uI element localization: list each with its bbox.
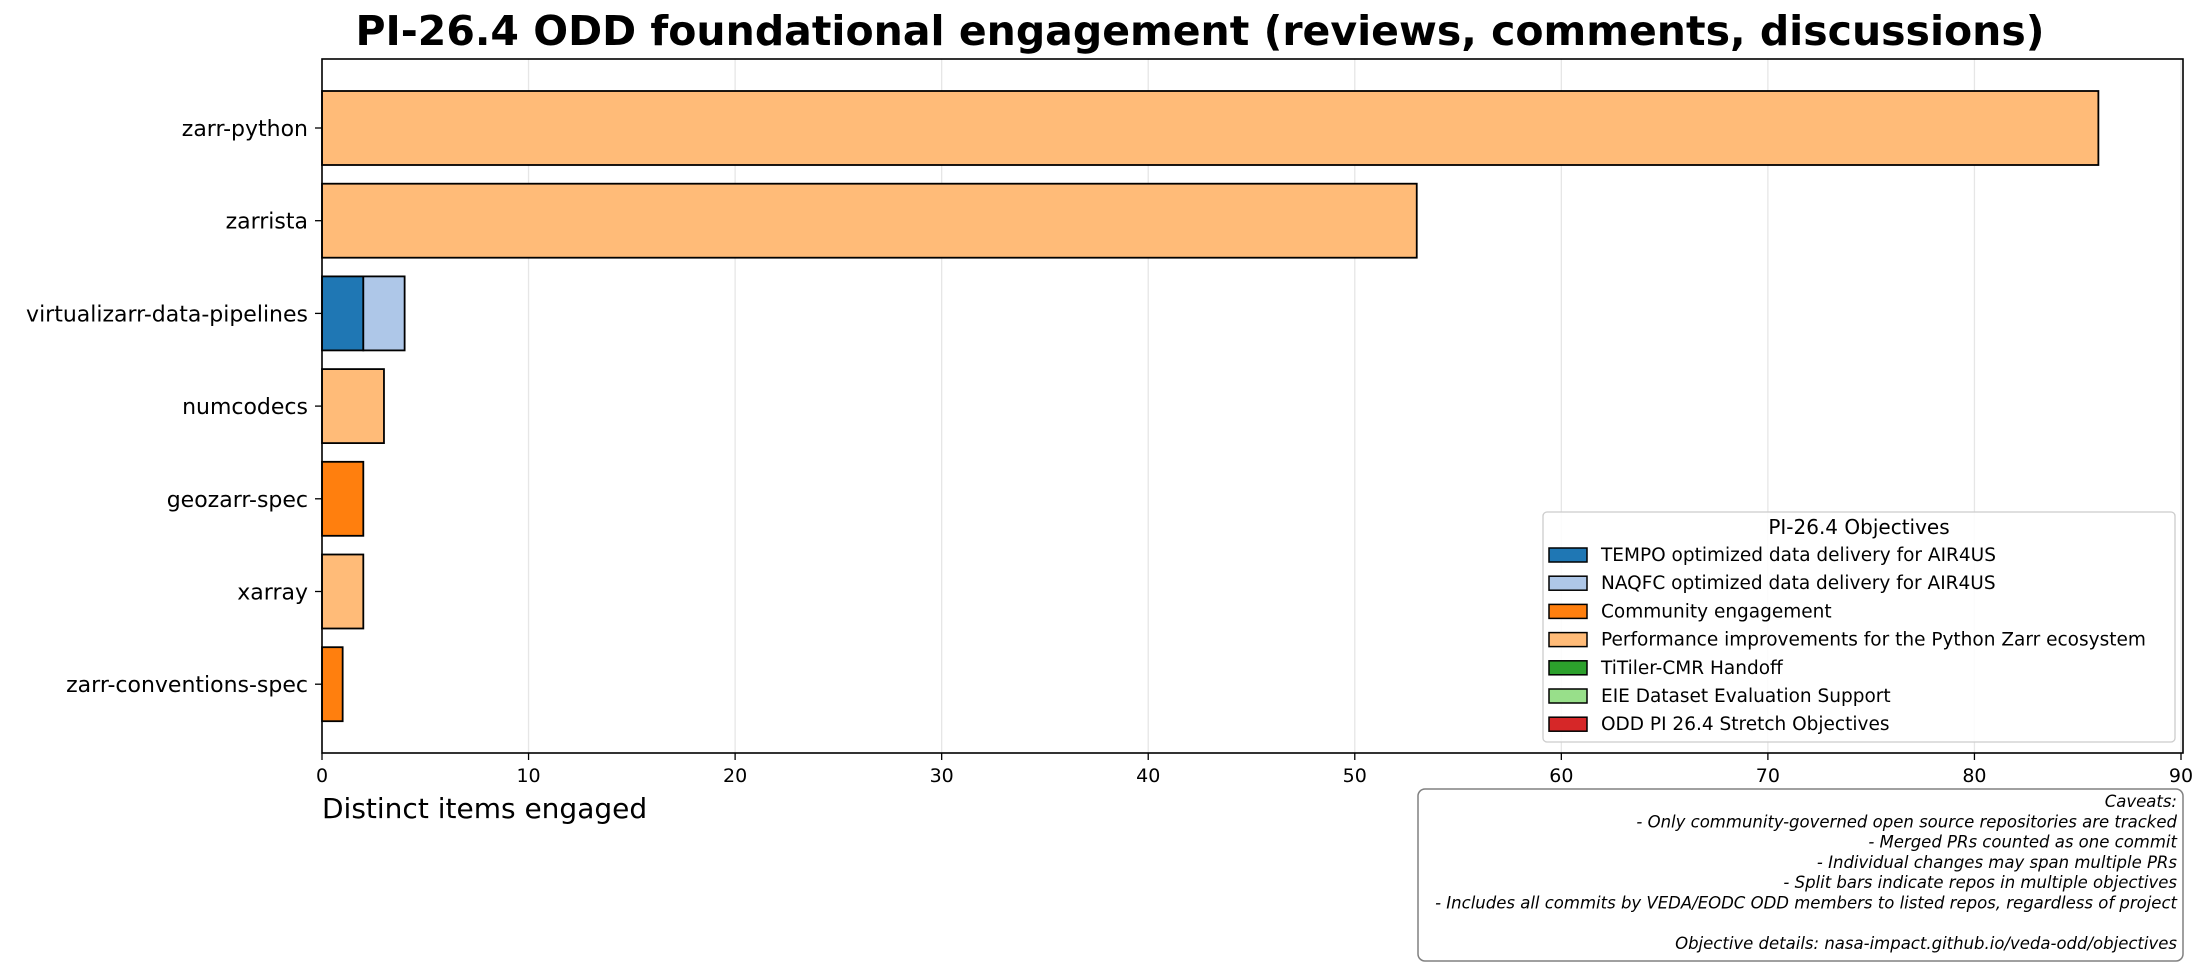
y-tick-label: xarray bbox=[237, 581, 308, 606]
legend-entry: NAQFC optimized data delivery for AIR4US bbox=[1601, 573, 1996, 594]
x-tick-label: 80 bbox=[1962, 765, 1986, 787]
y-tick-label: geozarr-spec bbox=[167, 488, 308, 513]
bar-zarrista-performance-improvements-for-the-python-zarr-ecosystem bbox=[321, 182, 1418, 259]
legend-swatch bbox=[1548, 716, 1588, 732]
chart-title: PI-26.4 ODD foundational engagement (rev… bbox=[355, 7, 2044, 55]
caveat-line: - Split bars indicate repos in multiple … bbox=[1783, 873, 2177, 892]
legend-entry: Community engagement bbox=[1601, 601, 1832, 622]
legend-entry: EIE Dataset Evaluation Support bbox=[1601, 686, 1891, 707]
bar-virtualizarr-data-pipelines-tempo-optimized-data-delivery-for-air4us bbox=[321, 275, 365, 352]
legend-swatch bbox=[1548, 603, 1588, 620]
x-tick-label: 30 bbox=[930, 765, 954, 787]
bar-zarr-conventions-spec-community-engagement bbox=[321, 646, 344, 723]
legend-entry: TEMPO optimized data delivery for AIR4US bbox=[1600, 545, 1996, 566]
y-tick-label: zarr-python bbox=[182, 117, 308, 142]
caveat-line: - Merged PRs counted as one commit bbox=[1868, 833, 2177, 852]
x-axis: 0 10 20 30 40 50 60 70 80 90 bbox=[316, 753, 2193, 787]
caveat-line: Objective details: nasa-impact.github.io… bbox=[1675, 934, 2177, 953]
x-tick-label: 10 bbox=[516, 765, 540, 787]
bar-xarray-performance-improvements-for-the-python-zarr-ecosystem bbox=[321, 553, 365, 630]
gridlines bbox=[321, 59, 2182, 753]
x-tick-label: 20 bbox=[723, 765, 747, 787]
bar-virtualizarr-data-pipelines-naqfc-optimized-data-delivery-for-air4us bbox=[362, 275, 406, 352]
caveats-box: Caveats:- Only community-governed open s… bbox=[1417, 788, 2184, 962]
y-tick-label: numcodecs bbox=[182, 395, 308, 420]
legend-swatch bbox=[1548, 547, 1588, 563]
x-tick-label: 40 bbox=[1136, 765, 1160, 787]
legend-swatch bbox=[1548, 631, 1588, 648]
legend-swatch bbox=[1548, 688, 1588, 704]
y-axis: zarr-python zarrista virtualizarr-data-pip… bbox=[26, 117, 322, 698]
legend-swatch bbox=[1548, 575, 1588, 591]
x-tick-label: 60 bbox=[1549, 765, 1573, 787]
bars bbox=[321, 90, 2100, 723]
legend-swatch bbox=[1548, 660, 1588, 676]
legend-box bbox=[1542, 511, 2176, 743]
caveat-line: Caveats: bbox=[2105, 792, 2177, 811]
legend-entry: ODD PI 26.4 Stretch Objectives bbox=[1601, 714, 1889, 735]
legend-title: PI-26.4 Objectives bbox=[1768, 515, 1949, 539]
bar-numcodecs-performance-improvements-for-the-python-zarr-ecosystem bbox=[321, 368, 385, 445]
x-tick-label: 90 bbox=[2169, 765, 2193, 787]
x-tick-label: 70 bbox=[1756, 765, 1780, 787]
x-tick-label: 0 bbox=[316, 765, 328, 787]
y-tick-label: virtualizarr-data-pipelines bbox=[26, 302, 308, 327]
bar-zarr-python-performance-improvements-for-the-python-zarr-ecosystem bbox=[321, 90, 2100, 166]
y-tick-label: zarrista bbox=[226, 210, 308, 235]
legend: PI-26.4 Objectives TEMPO optimized data d… bbox=[1542, 511, 2176, 743]
x-axis-label: Distinct items engaged bbox=[322, 792, 647, 825]
caveats-frame bbox=[1417, 788, 2184, 962]
caveat-line: - Includes all commits by VEDA/EODC ODD … bbox=[1435, 894, 2177, 913]
bar-geozarr-spec-community-engagement bbox=[321, 460, 365, 537]
caveat-line: - Only community-governed open source re… bbox=[1636, 812, 2177, 831]
caveat-line: - Individual changes may span multiple P… bbox=[1817, 853, 2177, 872]
legend-entry: TiTiler-CMR Handoff bbox=[1600, 658, 1784, 679]
legend-entry: Performance improvements for the Python … bbox=[1601, 630, 2146, 651]
x-tick-label: 50 bbox=[1343, 765, 1367, 787]
y-tick-label: zarr-conventions-spec bbox=[66, 673, 308, 698]
